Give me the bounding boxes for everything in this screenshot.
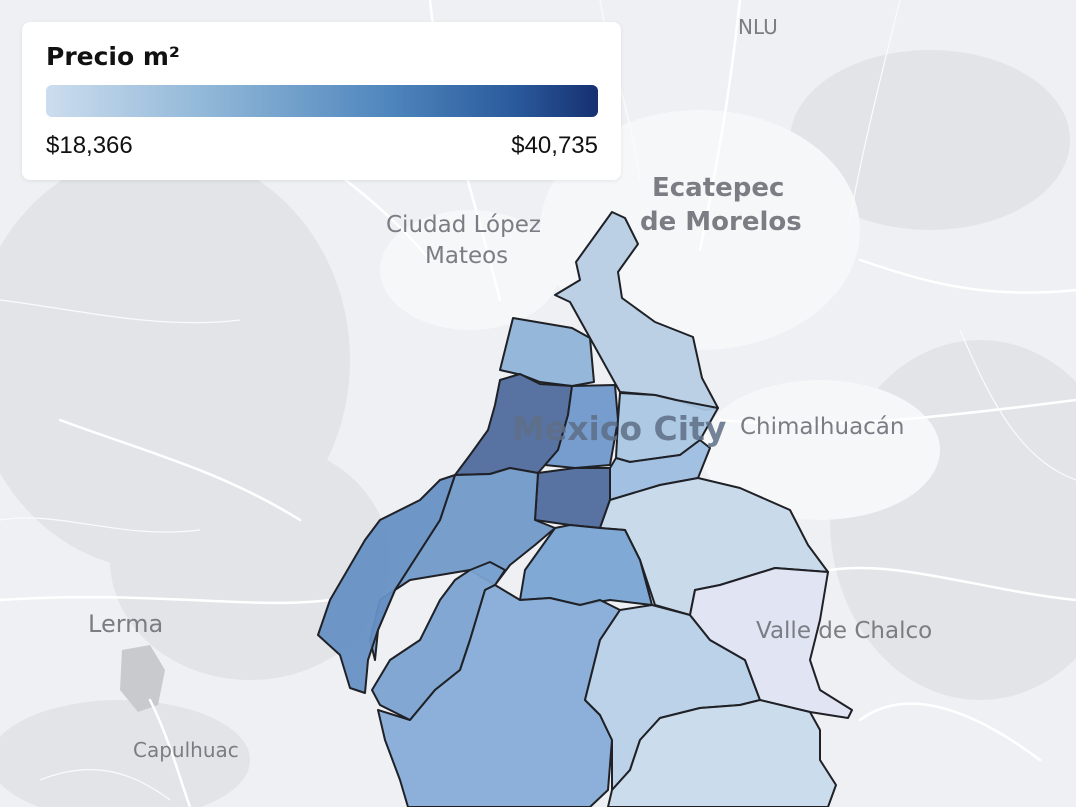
label-lerma: Lerma — [88, 610, 163, 638]
label-mexico-city: Mexico City — [512, 409, 726, 448]
legend-title: Precio m² — [46, 42, 180, 71]
boroughs — [317, 211, 853, 807]
label-lopez-2: Mateos — [425, 243, 508, 269]
borough-benito-juarez[interactable] — [534, 467, 611, 529]
borough-cuajimalpa[interactable] — [317, 474, 456, 694]
legend-min-value: $18,366 — [46, 132, 133, 159]
label-chimalhuacan: Chimalhuacán — [740, 414, 904, 440]
label-ecatepec-1: Ecatepec — [652, 173, 784, 203]
label-lopez-1: Ciudad López — [386, 212, 541, 238]
town-lerma-area — [120, 645, 165, 712]
legend-color-scale — [46, 85, 598, 117]
legend-max-value: $40,735 — [511, 132, 598, 159]
label-nlu: NLU — [738, 15, 778, 39]
borough-tlahuac[interactable] — [689, 567, 853, 719]
label-ecatepec-2: de Morelos — [640, 207, 802, 237]
label-capulhuac: Capulhuac — [133, 738, 239, 762]
price-legend: Precio m² $18,366 $40,735 — [22, 22, 621, 180]
terrain-shading — [0, 50, 1076, 807]
label-valle-chalco: Valle de Chalco — [756, 618, 932, 644]
borough-coyoacan[interactable] — [519, 524, 653, 606]
place-labels: NLU Ecatepec de Morelos Ciudad López Mat… — [88, 15, 932, 762]
borough-milpa-alta[interactable] — [607, 699, 837, 807]
